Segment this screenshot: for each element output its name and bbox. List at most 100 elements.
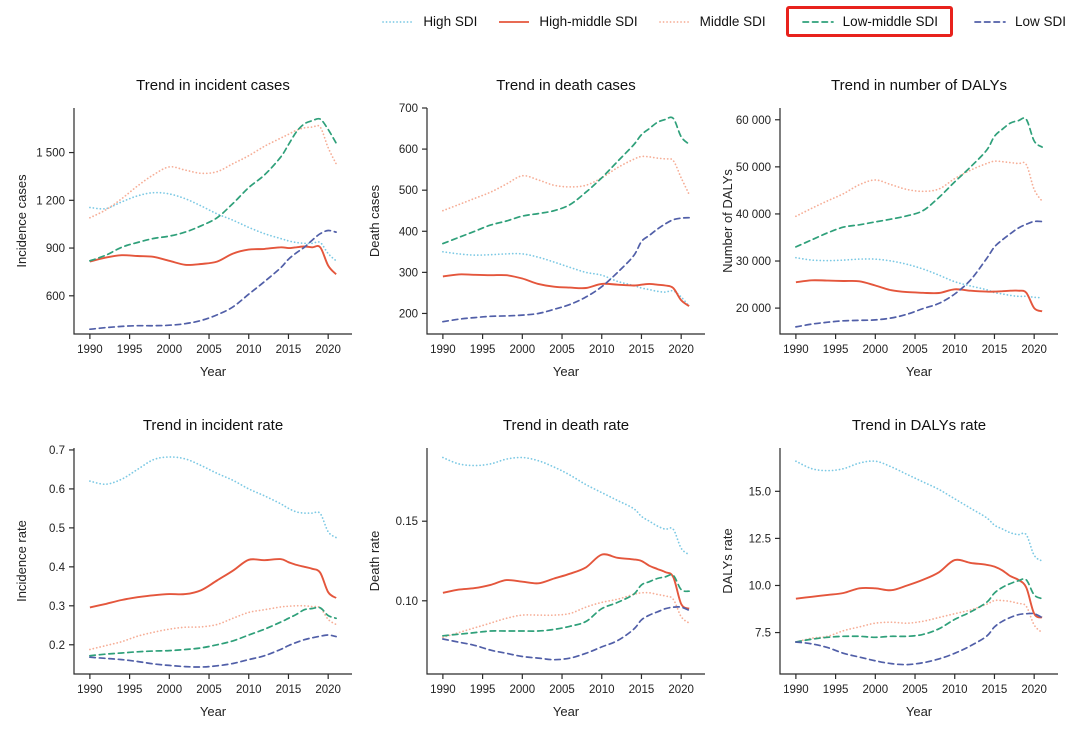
legend-item-high-sdi: High SDI bbox=[379, 8, 479, 35]
legend-label-low-middle-sdi: Low-middle SDI bbox=[842, 14, 938, 29]
x-tick-label: 2015 bbox=[629, 344, 655, 356]
x-tick-label: 2000 bbox=[157, 684, 183, 696]
legend-key-low-sdi-line-icon bbox=[974, 20, 1006, 23]
y-tick-label: 10.0 bbox=[749, 580, 771, 592]
x-tick-label: 2010 bbox=[236, 684, 262, 696]
y-tick-label: 0.2 bbox=[49, 640, 65, 652]
y-tick-label: 400 bbox=[399, 226, 418, 238]
chart-trend-in-incident-rate: Trend in incident rate 0.2 0.3 0.4 0.5 0.6 0.7… bbox=[10, 392, 360, 724]
x-tick-label: 2020 bbox=[668, 684, 694, 696]
x-tick-label: 2010 bbox=[589, 684, 615, 696]
x-tick-label: 2020 bbox=[668, 344, 694, 356]
chart-trend-in-dalys-rate: Trend in DALYs rate 7.5 10.0 12.5 15.0 1990 19… bbox=[716, 392, 1066, 724]
series-line-high-middle-sdi bbox=[795, 279, 1043, 313]
series-line-middle-sdi bbox=[89, 124, 337, 219]
x-axis-label: Year bbox=[553, 364, 580, 379]
axes-lines bbox=[779, 108, 1058, 335]
x-tick-label: 2000 bbox=[510, 344, 536, 356]
series-line-high-sdi bbox=[442, 456, 690, 556]
x-tick-label: 2010 bbox=[236, 344, 262, 356]
y-axis-label: Incidence rate bbox=[14, 520, 29, 602]
series-line-low-sdi bbox=[442, 606, 690, 661]
x-tick-label: 2010 bbox=[942, 684, 968, 696]
series-line-middle-sdi bbox=[795, 160, 1043, 218]
x-axis-label: Year bbox=[906, 364, 933, 379]
legend-label-middle-sdi: Middle SDI bbox=[699, 14, 766, 29]
x-tick-label: 2005 bbox=[549, 684, 575, 696]
x-tick-label: 2015 bbox=[982, 344, 1008, 356]
series-line-high-middle-sdi bbox=[442, 553, 690, 610]
legend-key-low-middle-sdi-line-icon bbox=[801, 20, 834, 23]
series-line-middle-sdi bbox=[89, 604, 337, 651]
x-tick-label: 1990 bbox=[430, 344, 456, 356]
chart-trend-in-death-rate: Trend in death rate 0.10 0.15 1990 1995 2000 2… bbox=[363, 392, 713, 724]
x-axis-label: Year bbox=[200, 704, 227, 719]
series-line-low-sdi bbox=[89, 229, 337, 331]
x-tick-label: 1990 bbox=[77, 684, 103, 696]
axes-lines bbox=[426, 448, 705, 675]
series-line-middle-sdi bbox=[795, 599, 1043, 643]
legend-key-high-sdi-line-icon bbox=[382, 20, 415, 23]
series-line-low-sdi bbox=[442, 216, 690, 323]
legend-label-low-sdi: Low SDI bbox=[1014, 14, 1066, 29]
y-tick-label: 60 000 bbox=[736, 115, 771, 127]
series-line-low-middle-sdi bbox=[89, 606, 337, 657]
series-line-low-middle-sdi bbox=[795, 578, 1043, 643]
y-tick-label: 200 bbox=[399, 308, 418, 320]
y-tick-label: 20 000 bbox=[736, 303, 771, 315]
y-axis-label: Death rate bbox=[367, 531, 382, 592]
series-line-high-sdi bbox=[795, 460, 1043, 562]
y-tick-label: 0.15 bbox=[396, 516, 418, 528]
chart-svg-trend-in-death-cases: Trend in death cases 200 300 400 500 600 700 19… bbox=[367, 77, 705, 379]
y-tick-label: 12.5 bbox=[749, 533, 771, 545]
series-line-high-sdi bbox=[442, 250, 690, 307]
chart-title: Trend in DALYs rate bbox=[852, 417, 986, 434]
x-tick-label: 2015 bbox=[982, 684, 1008, 696]
x-tick-label: 2000 bbox=[863, 344, 889, 356]
chart-trend-in-incident-cases: Trend in incident cases 600 900 1 200 1 500 1… bbox=[10, 52, 360, 384]
y-tick-label: 1 200 bbox=[36, 195, 65, 207]
y-tick-label: 0.7 bbox=[49, 445, 65, 457]
legend-label-high-sdi: High SDI bbox=[423, 14, 478, 29]
x-tick-label: 2005 bbox=[196, 684, 222, 696]
y-tick-label: 500 bbox=[399, 185, 418, 197]
y-tick-label: 50 000 bbox=[736, 162, 771, 174]
legend: High SDI High-middle SDI Middle SDI Low-mid… bbox=[379, 6, 1068, 37]
axes-lines bbox=[73, 448, 352, 675]
chart-title: Trend in death cases bbox=[496, 77, 636, 94]
x-tick-label: 2000 bbox=[157, 344, 183, 356]
x-tick-label: 1995 bbox=[823, 344, 849, 356]
y-tick-label: 600 bbox=[46, 291, 65, 303]
legend-key-high-middle-sdi-line-icon bbox=[499, 20, 530, 23]
series-line-high-sdi bbox=[89, 191, 337, 262]
y-tick-label: 600 bbox=[399, 144, 418, 156]
legend-item-low-sdi: Low SDI bbox=[971, 8, 1068, 35]
x-tick-label: 1995 bbox=[117, 344, 143, 356]
chart-title: Trend in number of DALYs bbox=[831, 77, 1007, 94]
y-tick-label: 15.0 bbox=[749, 486, 771, 498]
legend-key-middle-sdi-line-icon bbox=[658, 20, 691, 23]
chart-title: Trend in death rate bbox=[503, 417, 629, 434]
x-tick-label: 1990 bbox=[783, 344, 809, 356]
x-tick-label: 2000 bbox=[510, 684, 536, 696]
x-tick-label: 2015 bbox=[276, 344, 302, 356]
y-tick-label: 0.3 bbox=[49, 601, 65, 613]
y-tick-label: 40 000 bbox=[736, 209, 771, 221]
x-axis-label: Year bbox=[906, 704, 933, 719]
x-axis-label: Year bbox=[200, 364, 227, 379]
x-tick-label: 2020 bbox=[315, 684, 341, 696]
x-tick-label: 2020 bbox=[1021, 684, 1047, 696]
x-tick-label: 2000 bbox=[863, 684, 889, 696]
axes-lines bbox=[426, 108, 705, 335]
chart-title: Trend in incident rate bbox=[143, 417, 283, 434]
legend-item-low-middle-sdi: Low-middle SDI bbox=[785, 6, 953, 37]
x-tick-label: 2020 bbox=[1021, 344, 1047, 356]
x-tick-label: 2005 bbox=[196, 344, 222, 356]
chart-svg-trend-in-number-of-dalys: Trend in number of DALYs 20 000 30 000 40 0… bbox=[720, 77, 1058, 379]
x-tick-label: 1995 bbox=[470, 344, 496, 356]
series-line-high-sdi bbox=[89, 456, 337, 539]
x-tick-label: 1995 bbox=[470, 684, 496, 696]
y-axis-label: Death cases bbox=[367, 184, 382, 257]
y-tick-label: 1 500 bbox=[36, 148, 65, 160]
